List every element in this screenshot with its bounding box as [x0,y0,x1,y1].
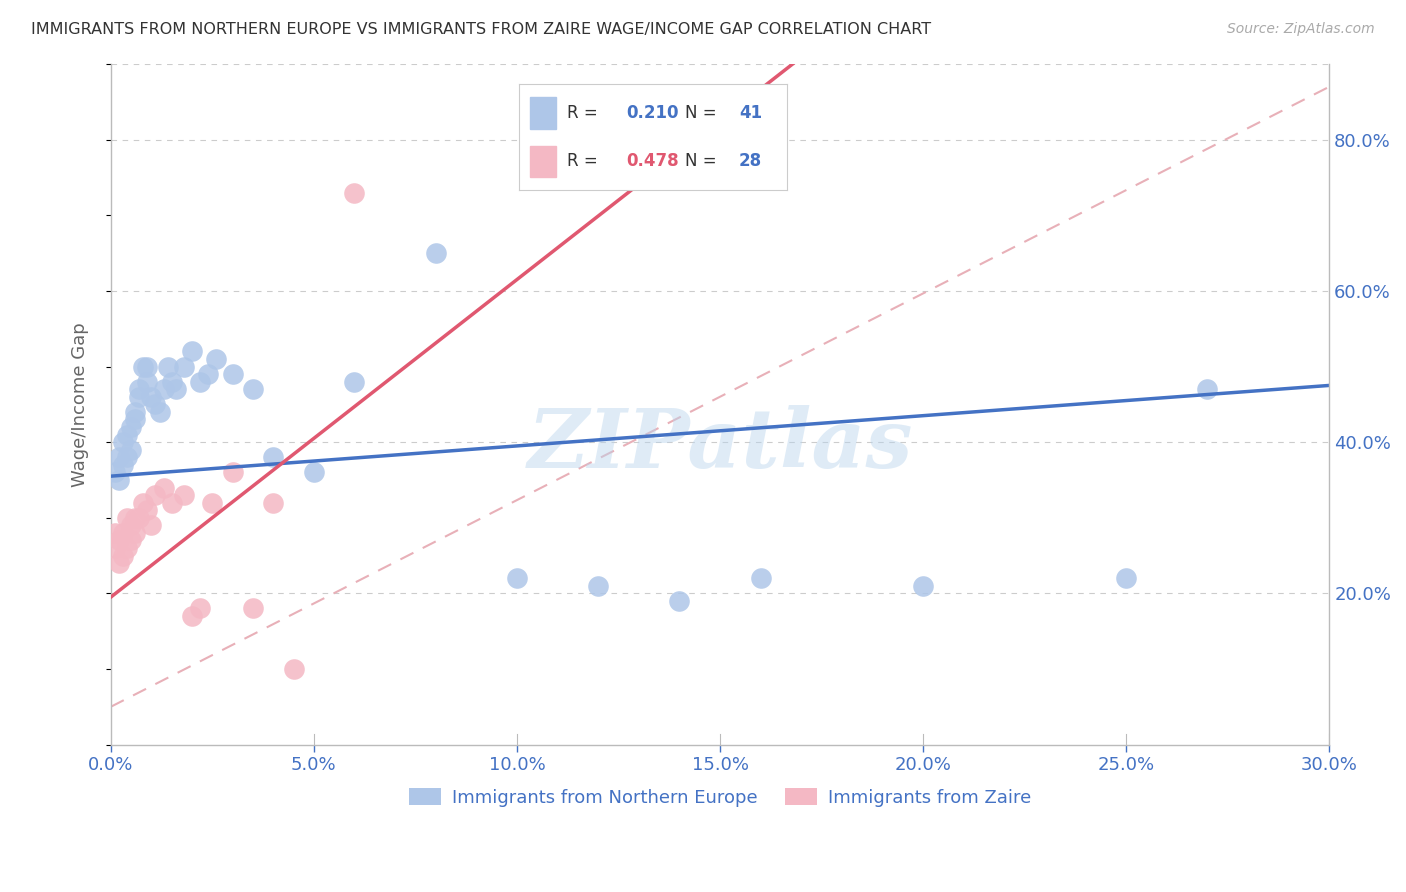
Point [201,495,224,509]
Point [152,481,174,495]
Text: IMMIGRANTS FROM NORTHERN EUROPE VS IMMIGRANTS FROM ZAIRE WAGE/INCOME GAP CORRELA: IMMIGRANTS FROM NORTHERN EUROPE VS IMMIG… [31,22,931,37]
Point [1115,571,1137,585]
Point [221,466,243,480]
Point [136,375,159,389]
Point [152,382,174,396]
Point [912,579,935,593]
Point [148,405,170,419]
Point [188,601,211,615]
Point [425,246,447,260]
Point [668,594,690,608]
Point [136,359,159,374]
Legend: Immigrants from Northern Europe, Immigrants from Zaire: Immigrants from Northern Europe, Immigra… [402,780,1039,814]
Point [111,549,134,563]
Point [205,351,228,366]
Point [115,427,138,442]
Point [586,579,609,593]
Point [128,510,150,524]
Point [141,390,163,404]
Point [173,488,195,502]
Point [156,359,179,374]
Point [302,466,325,480]
Text: ZIPatlas: ZIPatlas [527,405,912,485]
Point [128,382,150,396]
Point [506,571,529,585]
Point [120,420,142,434]
Point [197,367,219,381]
Point [343,375,366,389]
Point [262,450,284,465]
Point [108,450,131,465]
Point [343,186,366,200]
Point [141,518,163,533]
Point [136,503,159,517]
Point [124,510,146,524]
Point [160,495,183,509]
Point [1197,382,1219,396]
Point [124,525,146,540]
Y-axis label: Wage/Income Gap: Wage/Income Gap [72,322,89,487]
Point [188,375,211,389]
Text: Source: ZipAtlas.com: Source: ZipAtlas.com [1227,22,1375,37]
Point [115,510,138,524]
Point [221,367,243,381]
Point [120,442,142,457]
Point [120,518,142,533]
Point [128,390,150,404]
Point [181,609,204,624]
Point [124,412,146,426]
Point [108,533,131,548]
Point [749,571,772,585]
Point [262,495,284,509]
Point [120,533,142,548]
Point [111,525,134,540]
Point [173,359,195,374]
Point [132,495,155,509]
Point [132,359,155,374]
Point [108,556,131,570]
Point [104,541,127,555]
Point [111,458,134,472]
Point [145,397,167,411]
Point [104,466,127,480]
Point [165,382,187,396]
Point [104,525,127,540]
Point [115,450,138,465]
Point [108,473,131,487]
Point [111,435,134,450]
Point [160,375,183,389]
Point [145,488,167,502]
Point [124,405,146,419]
Point [242,382,264,396]
Point [181,344,204,359]
Point [115,541,138,555]
Point [242,601,264,615]
Point [283,662,305,676]
